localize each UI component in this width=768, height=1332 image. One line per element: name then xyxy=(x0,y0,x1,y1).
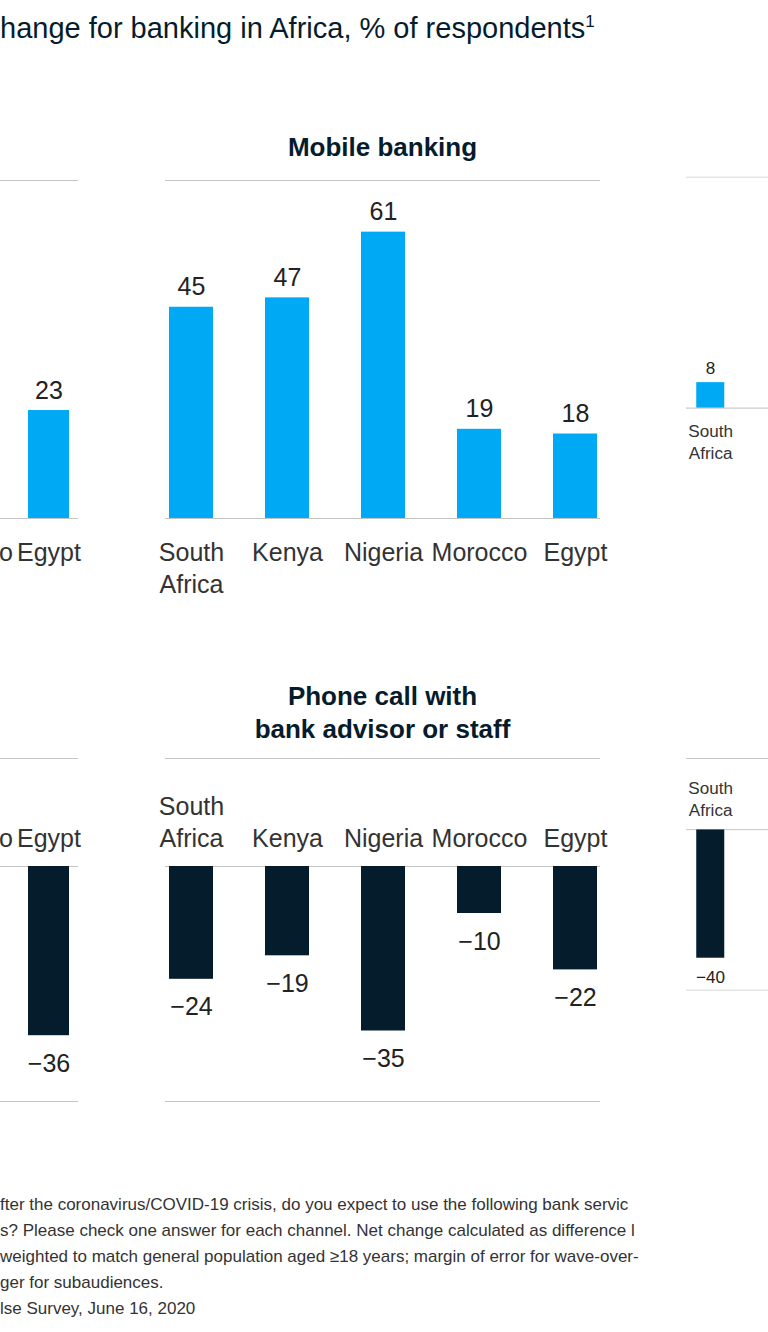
svg-text:45: 45 xyxy=(178,272,206,300)
svg-text:Nigeria: Nigeria xyxy=(344,824,423,852)
svg-text:61: 61 xyxy=(370,197,398,225)
html-text:s? Please check one answer for: s? Please check one answer for each chan… xyxy=(0,1221,635,1240)
html-text:hange for banking in Africa, %: hange for banking in Africa, % of respon… xyxy=(0,12,595,44)
svg-text:Egypt: Egypt xyxy=(544,824,608,852)
svg-text:−40: −40 xyxy=(696,968,725,987)
svg-text:47: 47 xyxy=(274,263,302,291)
svg-text:19: 19 xyxy=(466,394,494,422)
svg-text:23: 23 xyxy=(35,376,63,404)
svg-text:Nigeria: Nigeria xyxy=(344,538,423,566)
svg-text:Egypt: Egypt xyxy=(17,824,81,852)
svg-text:−35: −35 xyxy=(362,1044,404,1072)
svg-text:−10: −10 xyxy=(458,927,500,955)
svg-text:−24: −24 xyxy=(170,992,213,1020)
svg-text:o: o xyxy=(0,538,13,566)
svg-text:SouthAfrica: SouthAfrica xyxy=(688,779,733,820)
svg-text:8: 8 xyxy=(706,359,716,378)
html-text:fter the coronavirus/COVID-19: fter the coronavirus/COVID-19 crisis, do… xyxy=(0,1195,629,1214)
svg-text:−36: −36 xyxy=(28,1049,70,1077)
html-text:weighted to match general popu: weighted to match general population age… xyxy=(0,1247,639,1266)
html-text:lse Survey, June 16, 2020: lse Survey, June 16, 2020 xyxy=(0,1299,196,1318)
svg-text:Egypt: Egypt xyxy=(544,538,608,566)
html-text:Phone call with bank advisor o: Phone call with bank advisor or staff xyxy=(254,681,511,744)
svg-text:SouthAfrica: SouthAfrica xyxy=(159,792,224,852)
svg-text:SouthAfrica: SouthAfrica xyxy=(159,538,224,598)
svg-text:Morocco: Morocco xyxy=(432,824,528,852)
html-text:ger for subaudiences.: ger for subaudiences. xyxy=(0,1273,164,1292)
svg-text:Egypt: Egypt xyxy=(17,538,81,566)
svg-text:o: o xyxy=(0,824,13,852)
svg-text:Kenya: Kenya xyxy=(252,538,323,566)
svg-text:SouthAfrica: SouthAfrica xyxy=(688,422,733,463)
svg-text:Morocco: Morocco xyxy=(432,538,528,566)
svg-text:−22: −22 xyxy=(554,983,596,1011)
svg-text:Kenya: Kenya xyxy=(252,824,323,852)
svg-text:18: 18 xyxy=(562,399,590,427)
svg-text:−19: −19 xyxy=(266,969,308,997)
html-text:Mobile banking: Mobile banking xyxy=(287,132,478,162)
